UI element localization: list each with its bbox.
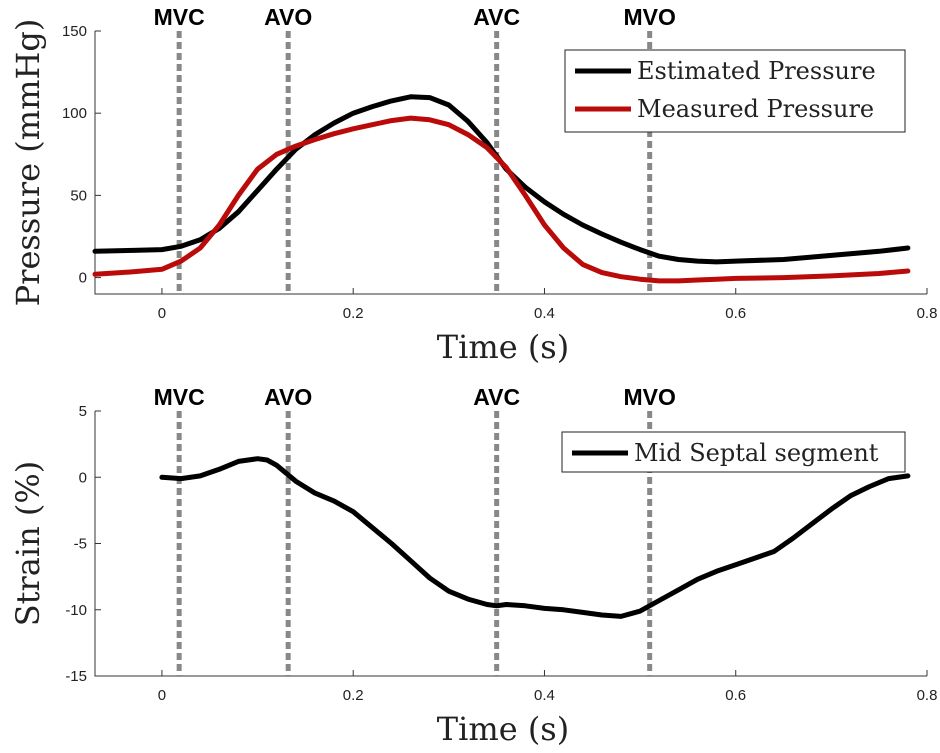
y-tick-label: 0 bbox=[79, 270, 87, 287]
y-tick-label: 0 bbox=[79, 469, 87, 486]
x-axis-label: Time (s) bbox=[437, 710, 569, 748]
series-line-mid-septal-segment bbox=[159, 456, 911, 619]
x-tick-label: 0 bbox=[158, 305, 166, 322]
chart-panel-1: 0 50 100 150 0 0.2 0.4 0.6 0.8 Time (s) Pressure (… bbox=[9, 4, 937, 366]
y-tick-label: -5 bbox=[74, 536, 87, 553]
x-tick-label: 0.4 bbox=[534, 687, 555, 704]
legend-box bbox=[564, 49, 906, 133]
legend: Estimated Pressure Measured Pressure bbox=[564, 49, 906, 133]
x-tick-label: 0.2 bbox=[343, 305, 364, 322]
x-tick-label: 0.8 bbox=[917, 687, 938, 704]
y-axis-label: Strain (%) bbox=[9, 461, 47, 627]
legend-label: Mid Septal segment bbox=[634, 439, 879, 467]
axes-frame bbox=[94, 31, 927, 295]
legend-label: Estimated Pressure bbox=[637, 57, 876, 85]
chart-panel-2: -15 -10 -5 0 5 0 0.2 0.4 0.6 0.8 Time (s) Strain (%… bbox=[9, 384, 937, 748]
x-tick-label: 0.6 bbox=[725, 687, 746, 704]
event-label-avo: AVO bbox=[264, 4, 312, 30]
y-tick-label: -10 bbox=[65, 602, 87, 619]
event-label-mvo: MVO bbox=[623, 384, 675, 410]
legend: Mid Septal segment bbox=[561, 431, 906, 473]
event-label-avc: AVC bbox=[473, 384, 520, 410]
y-axis-label: Pressure (mmHg) bbox=[9, 19, 47, 307]
x-tick-label: 0.4 bbox=[534, 305, 555, 322]
event-label-mvc: MVC bbox=[154, 384, 205, 410]
y-tick-label: 150 bbox=[62, 23, 87, 40]
event-label-mvc: MVC bbox=[154, 4, 205, 30]
x-tick-label: 0.2 bbox=[343, 687, 364, 704]
series-line-measured-pressure bbox=[92, 115, 911, 284]
y-tick-label: 100 bbox=[62, 105, 87, 122]
event-label-mvo: MVO bbox=[623, 4, 675, 30]
legend-label: Measured Pressure bbox=[637, 95, 874, 123]
series-line-estimated-pressure bbox=[92, 94, 911, 265]
y-tick-label: 5 bbox=[79, 403, 87, 420]
y-tick-label: 50 bbox=[70, 187, 87, 204]
x-tick-label: 0.6 bbox=[725, 305, 746, 322]
x-tick-label: 0 bbox=[158, 687, 166, 704]
event-label-avo: AVO bbox=[264, 384, 312, 410]
event-label-avc: AVC bbox=[473, 4, 520, 30]
y-tick-label: -15 bbox=[65, 668, 87, 685]
x-tick-label: 0.8 bbox=[917, 305, 938, 322]
x-axis-label: Time (s) bbox=[437, 328, 569, 366]
